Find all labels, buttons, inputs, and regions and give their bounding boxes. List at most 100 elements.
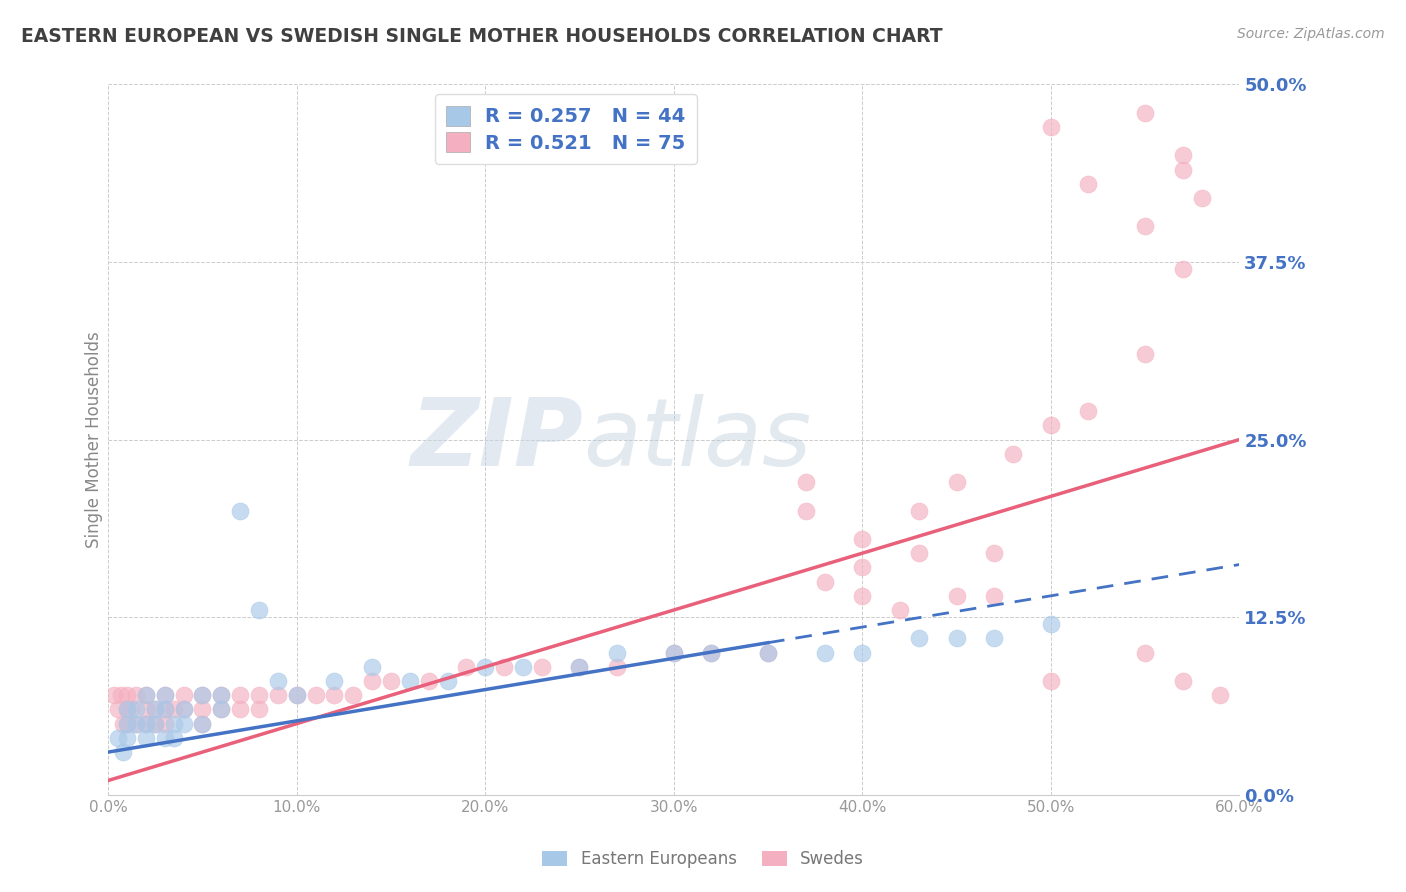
Point [662,646,685,660]
Point [247,603,270,617]
Point [153,716,176,731]
Point [380,674,402,689]
Point [794,475,817,490]
Point [135,716,157,731]
Point [115,688,138,702]
Point [191,688,214,702]
Text: ZIP: ZIP [411,393,583,485]
Point [813,574,835,589]
Point [851,646,873,660]
Point [494,660,516,674]
Point [125,702,148,716]
Point [173,688,195,702]
Point [153,688,176,702]
Point [983,632,1005,646]
Point [120,702,142,716]
Point [112,745,135,759]
Point [209,702,232,716]
Point [135,716,157,731]
Point [342,688,364,702]
Point [436,674,458,689]
Y-axis label: Single Mother Households: Single Mother Households [86,331,103,548]
Point [1171,674,1194,689]
Point [1171,148,1194,162]
Point [398,674,420,689]
Point [163,731,186,745]
Point [907,632,929,646]
Point [110,688,132,702]
Point [135,731,157,745]
Point [229,688,252,702]
Point [143,716,166,731]
Point [1133,646,1156,660]
Legend: R = 0.257   N = 44, R = 0.521   N = 75: R = 0.257 N = 44, R = 0.521 N = 75 [434,95,697,164]
Point [125,716,148,731]
Point [1039,120,1062,134]
Point [285,688,308,702]
Point [1039,617,1062,632]
Point [143,702,166,716]
Point [1002,447,1025,461]
Legend: Eastern Europeans, Swedes: Eastern Europeans, Swedes [536,844,870,875]
Point [794,503,817,517]
Point [851,560,873,574]
Point [662,646,685,660]
Point [115,716,138,731]
Point [209,688,232,702]
Point [247,688,270,702]
Point [247,702,270,716]
Point [568,660,591,674]
Point [163,716,186,731]
Point [907,503,929,517]
Point [135,688,157,702]
Point [209,702,232,716]
Point [323,688,346,702]
Point [418,674,440,689]
Point [1171,262,1194,277]
Point [1133,219,1156,234]
Point [229,503,252,517]
Point [304,688,326,702]
Point [267,688,290,702]
Point [606,660,628,674]
Point [229,702,252,716]
Point [945,589,967,603]
Point [474,660,496,674]
Point [163,702,186,716]
Point [191,716,214,731]
Point [945,475,967,490]
Point [568,660,591,674]
Point [1133,106,1156,120]
Text: EASTERN EUROPEAN VS SWEDISH SINGLE MOTHER HOUSEHOLDS CORRELATION CHART: EASTERN EUROPEAN VS SWEDISH SINGLE MOTHE… [21,27,942,45]
Point [1133,347,1156,361]
Point [889,603,911,617]
Point [756,646,779,660]
Point [191,688,214,702]
Point [173,716,195,731]
Point [115,716,138,731]
Point [112,716,135,731]
Point [125,688,148,702]
Point [700,646,723,660]
Point [107,702,129,716]
Point [267,674,290,689]
Point [173,702,195,716]
Point [983,589,1005,603]
Point [323,674,346,689]
Point [153,731,176,745]
Point [209,688,232,702]
Point [1191,191,1213,205]
Point [173,702,195,716]
Text: atlas: atlas [583,394,811,485]
Point [153,688,176,702]
Point [361,660,384,674]
Point [107,731,129,745]
Point [115,702,138,716]
Point [851,532,873,546]
Point [135,688,157,702]
Point [103,688,125,702]
Point [153,702,176,716]
Point [606,646,628,660]
Point [285,688,308,702]
Point [530,660,553,674]
